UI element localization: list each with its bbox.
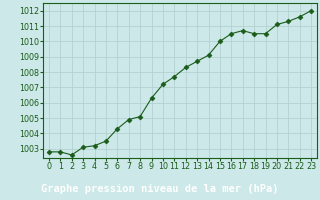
Text: Graphe pression niveau de la mer (hPa): Graphe pression niveau de la mer (hPa) [41,184,279,194]
